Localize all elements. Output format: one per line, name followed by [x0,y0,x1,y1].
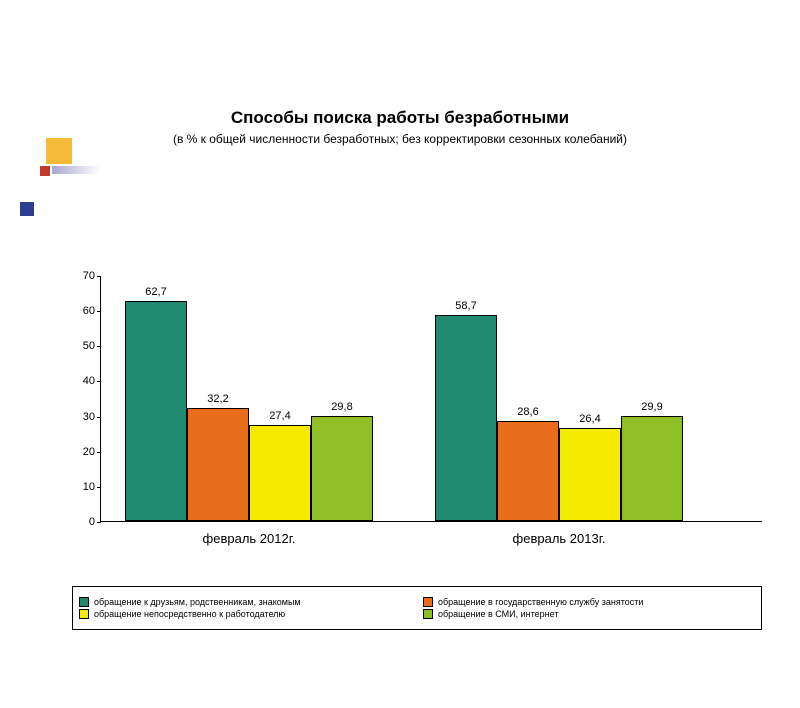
title-block: Способы поиска работы безработными (в % … [0,108,800,146]
legend-swatch [423,597,433,607]
ytick-label: 0 [89,516,101,528]
bar: 27,4 [249,425,311,521]
legend-row: обращение непосредственно к работодателю… [79,609,755,619]
chart-area: 01020304050607062,732,227,429,8февраль 2… [72,276,762,546]
bar: 28,6 [497,421,559,522]
legend-swatch [79,609,89,619]
legend-label: обращение в СМИ, интернет [438,609,558,619]
deco-square-blue [20,202,34,216]
ytick-label: 60 [83,305,101,317]
bar-value-label: 29,8 [312,401,372,417]
legend: обращение к друзьям, родственникам, знак… [72,586,762,630]
deco-gradient-bar [52,166,100,174]
legend-swatch [423,609,433,619]
legend-swatch [79,597,89,607]
chart-subtitle: (в % к общей численности безработных; бе… [0,132,800,146]
bar-value-label: 32,2 [188,393,248,409]
bar-value-label: 29,9 [622,401,682,417]
bar: 26,4 [559,428,621,521]
ytick-label: 20 [83,446,101,458]
ytick-label: 40 [83,375,101,387]
slide-decoration [40,138,100,188]
legend-label: обращение в государственную службу занят… [438,597,643,607]
chart-title: Способы поиска работы безработными [0,108,800,128]
x-category-label: февраль 2013г. [513,521,606,546]
bar-group: 62,732,227,429,8 [125,301,373,521]
legend-item: обращение непосредственно к работодателю [79,609,411,619]
ytick-label: 10 [83,481,101,493]
legend-item: обращение в государственную службу занят… [423,597,755,607]
bar-value-label: 27,4 [250,410,310,426]
ytick-label: 50 [83,340,101,352]
bar-value-label: 28,6 [498,406,558,422]
bar: 62,7 [125,301,187,521]
ytick-label: 30 [83,411,101,423]
legend-row: обращение к друзьям, родственникам, знак… [79,597,755,607]
legend-item: обращение в СМИ, интернет [423,609,755,619]
bar-value-label: 26,4 [560,413,620,429]
bar: 58,7 [435,315,497,521]
bar-value-label: 58,7 [436,300,496,316]
bar: 29,8 [311,416,373,521]
deco-square-yellow [46,138,72,164]
bar: 32,2 [187,408,249,521]
ytick-label: 70 [83,270,101,282]
plot-region: 01020304050607062,732,227,429,8февраль 2… [100,276,762,522]
x-category-label: февраль 2012г. [203,521,296,546]
legend-item: обращение к друзьям, родственникам, знак… [79,597,411,607]
legend-label: обращение непосредственно к работодателю [94,609,285,619]
deco-square-red [40,166,50,176]
legend-label: обращение к друзьям, родственникам, знак… [94,597,301,607]
bar: 29,9 [621,416,683,521]
bar-value-label: 62,7 [126,286,186,302]
bar-group: 58,728,626,429,9 [435,315,683,521]
